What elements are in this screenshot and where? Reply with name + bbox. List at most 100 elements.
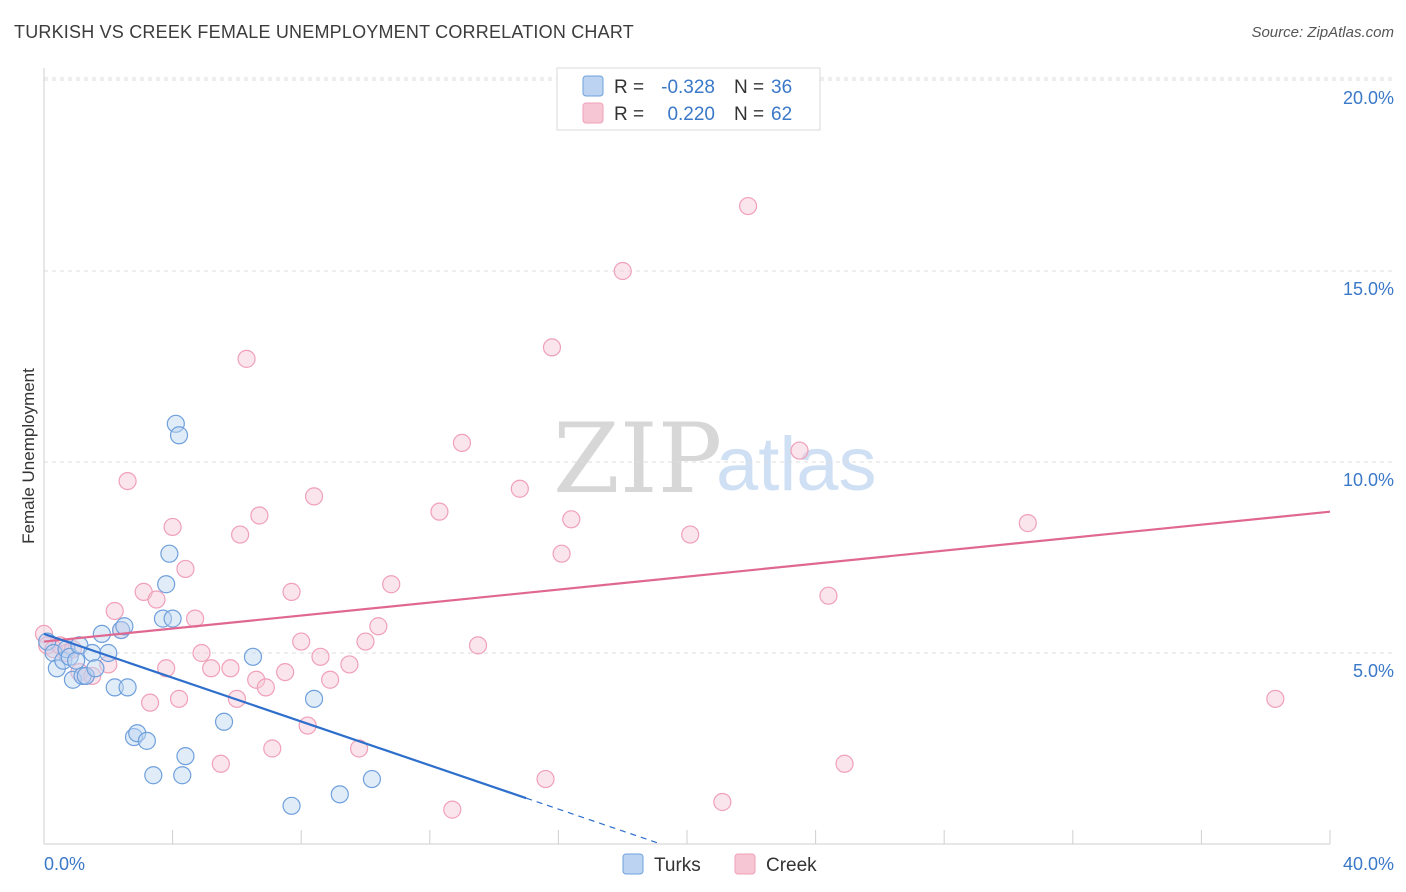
- turks-point: [67, 651, 86, 670]
- y-tick-label: 15.0%: [1343, 279, 1394, 299]
- y-tick-label: 10.0%: [1343, 470, 1394, 490]
- creek-point: [613, 261, 632, 281]
- turks-point: [118, 678, 137, 697]
- legend-turks-n-value: 36: [771, 77, 792, 98]
- creek-point: [835, 754, 854, 773]
- y-tick-label: 5.0%: [1353, 661, 1394, 681]
- creek-point: [562, 510, 581, 529]
- turks-point: [157, 575, 176, 594]
- creek-point: [247, 670, 266, 689]
- turks-point: [86, 659, 105, 678]
- turks-trend-line: [43, 632, 527, 800]
- creek-point: [430, 502, 449, 521]
- creek-point: [147, 590, 166, 609]
- creek-point: [250, 506, 269, 525]
- turks-point: [243, 647, 263, 666]
- creek-point: [105, 601, 124, 621]
- creek-point: [443, 800, 462, 819]
- turks-point: [160, 544, 179, 563]
- bottom-legend-swatch-turks: [622, 853, 644, 875]
- turks-point: [173, 766, 192, 785]
- legend-creek-r-label: R =: [614, 104, 644, 125]
- creek-point: [369, 617, 388, 636]
- x-tick-label-min: 0.0%: [44, 854, 85, 874]
- creek-point: [819, 586, 838, 605]
- turks-point: [163, 609, 182, 628]
- creek-point: [282, 582, 301, 601]
- creek-point: [311, 647, 330, 666]
- creek-point: [1018, 514, 1037, 533]
- creek-point: [256, 678, 275, 697]
- creek-point: [552, 544, 571, 563]
- creek-point: [452, 433, 472, 452]
- turks-point: [105, 678, 124, 697]
- legend-turks-r-value: -0.328: [661, 77, 715, 98]
- y-tick-labels: 5.0% 10.0% 15.0% 20.0%: [1343, 88, 1394, 681]
- x-tick-label-max: 40.0%: [1343, 854, 1394, 874]
- turks-point: [115, 617, 134, 636]
- turks-point: [137, 731, 156, 750]
- x-ticks: [43, 830, 1331, 844]
- creek-point: [510, 479, 529, 498]
- creek-point: [536, 769, 555, 789]
- y-tick-label: 20.0%: [1343, 88, 1394, 108]
- creek-point: [163, 517, 182, 537]
- turks-point: [362, 769, 382, 789]
- watermark-atlas: atlas: [716, 422, 877, 507]
- turks-point: [169, 426, 189, 445]
- turks-point: [304, 689, 324, 708]
- creek-point: [349, 739, 369, 758]
- creek-point: [276, 662, 295, 682]
- bottom-legend-creek: Creek: [766, 855, 817, 876]
- legend-swatch-creek: [582, 102, 604, 124]
- creek-point: [468, 636, 488, 655]
- creek-point: [790, 441, 809, 460]
- creek-point: [713, 792, 732, 812]
- turks-point: [330, 785, 349, 804]
- creek-point: [263, 739, 282, 758]
- series-legend: Turks Creek: [622, 853, 817, 876]
- creek-point: [157, 659, 176, 678]
- turks-point: [176, 747, 195, 766]
- creek-point: [140, 693, 160, 712]
- creek-trend-line: [43, 510, 1331, 643]
- turks-point: [47, 659, 66, 678]
- creek-point: [192, 643, 211, 663]
- creek-point: [321, 670, 340, 689]
- creek-point: [221, 659, 240, 678]
- turks-point: [166, 414, 185, 433]
- bottom-legend-swatch-creek: [734, 853, 756, 875]
- creek-point: [118, 472, 137, 491]
- turks-point: [128, 724, 147, 743]
- creek-point: [211, 754, 230, 773]
- legend-creek-n-label: N =: [734, 104, 764, 125]
- creek-point: [231, 525, 250, 544]
- turks-point: [92, 624, 111, 644]
- legend-swatch-turks: [582, 75, 604, 97]
- creek-point: [202, 659, 221, 678]
- turks-point: [144, 766, 163, 785]
- creek-point: [340, 655, 359, 674]
- creek-point: [738, 196, 758, 216]
- legend-turks-n-label: N =: [734, 77, 764, 98]
- y-axis-title: Female Unemployment: [19, 368, 38, 544]
- legend-creek-r-value: 0.220: [667, 104, 715, 125]
- turks-points: [38, 414, 382, 815]
- trend-lines: [43, 510, 1331, 845]
- creek-point: [382, 575, 401, 594]
- turks-trend-extension: [526, 797, 662, 845]
- turks-point: [153, 609, 173, 628]
- bottom-legend-turks: Turks: [654, 855, 701, 876]
- creek-point: [542, 338, 562, 357]
- creek-point: [356, 632, 375, 651]
- correlation-legend: R = -0.328 N = 36 R = 0.220 N = 62: [556, 67, 821, 131]
- creek-point: [237, 349, 256, 368]
- creek-point: [292, 632, 311, 651]
- creek-point: [304, 487, 324, 506]
- creek-point: [169, 689, 189, 708]
- turks-point: [282, 796, 301, 815]
- creek-point: [186, 609, 205, 628]
- turks-point: [76, 666, 95, 686]
- turks-point: [214, 712, 234, 731]
